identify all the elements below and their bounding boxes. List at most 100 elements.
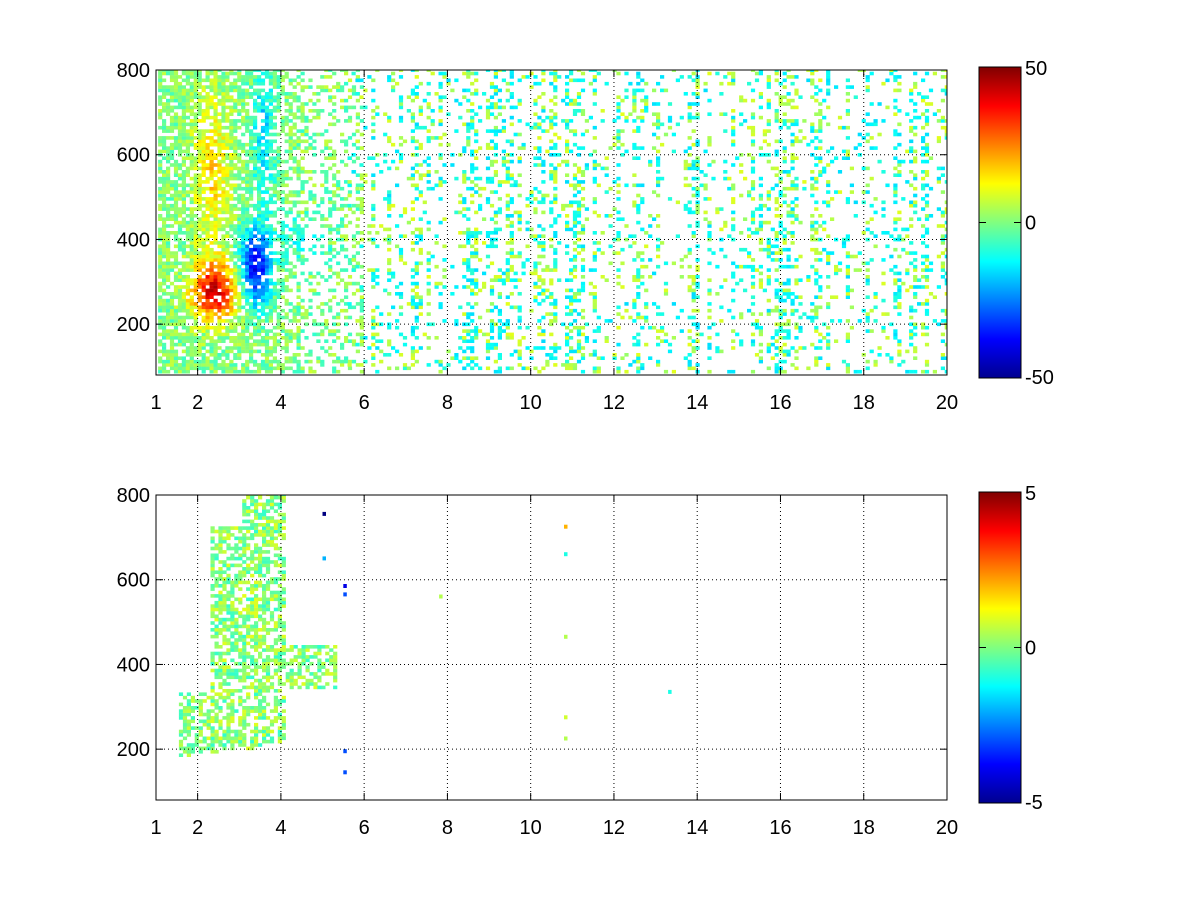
heat-cell — [628, 81, 633, 86]
heat-cell — [324, 156, 329, 160]
heat-cell — [276, 207, 281, 211]
heat-cell — [241, 203, 246, 208]
heat-cell — [794, 156, 799, 160]
heat-cell — [197, 251, 202, 255]
heat-cell — [774, 200, 779, 205]
heat-cell — [221, 366, 226, 371]
heat-cell — [782, 170, 787, 174]
heat-cell — [766, 129, 771, 133]
heat-cell — [185, 129, 190, 133]
heat-cell — [257, 136, 262, 140]
heat-cell — [249, 332, 254, 337]
heat-cell — [229, 136, 234, 140]
heat-cell — [300, 156, 305, 160]
heat-cell — [185, 254, 190, 259]
heat-cell — [276, 288, 281, 293]
heat-cell — [276, 85, 281, 89]
heat-cell — [671, 149, 676, 154]
heat-cell — [584, 166, 589, 171]
heat-cell — [276, 170, 281, 174]
heat-cell — [328, 98, 333, 103]
heat-cell — [656, 237, 661, 242]
heat-cell — [474, 241, 479, 245]
heat-cell — [616, 197, 621, 201]
heat-cell — [332, 203, 337, 208]
heat-cell — [173, 163, 179, 167]
heat-cell — [173, 95, 179, 99]
heat-cell — [470, 292, 475, 296]
heat-cell — [217, 149, 222, 154]
heat-cell — [260, 217, 266, 221]
heat-cell — [691, 129, 696, 133]
heat-cell — [189, 129, 194, 133]
heat-cell — [292, 98, 297, 103]
heat-cell — [462, 170, 467, 174]
heat-cell — [683, 207, 688, 211]
heat-cell — [398, 305, 404, 310]
heat-cell — [181, 70, 186, 72]
heat-cell — [640, 363, 645, 367]
heat-cell — [355, 241, 360, 245]
heat-cell — [197, 159, 202, 164]
heat-cell — [193, 122, 198, 127]
heat-cell — [166, 180, 171, 184]
heat-cell — [173, 139, 179, 144]
heat-cell — [264, 339, 270, 343]
heat-cell — [572, 109, 578, 113]
heat-cell — [660, 75, 665, 79]
heat-cell — [241, 105, 246, 110]
heat-cell — [209, 359, 214, 364]
heat-cell — [229, 159, 234, 164]
heat-cell — [169, 359, 175, 364]
heat-cell — [735, 281, 740, 286]
heat-cell — [750, 268, 756, 272]
heat-cell — [572, 268, 578, 272]
heat-cell — [292, 359, 297, 364]
heat-cell — [264, 254, 270, 259]
heat-cell — [264, 146, 270, 150]
heat-cell — [691, 142, 696, 147]
heat-cell — [454, 78, 459, 83]
heat-cell — [268, 197, 273, 201]
heat-cell — [181, 71, 186, 76]
heat-cell — [387, 75, 392, 79]
heat-cell — [727, 71, 732, 76]
heat-cell — [482, 217, 487, 221]
heat-cell — [201, 264, 206, 269]
heat-cell — [229, 227, 234, 232]
heat-cell — [213, 312, 218, 316]
heat-cell — [209, 139, 214, 144]
heat-cell — [241, 170, 246, 174]
heat-cell — [241, 261, 246, 266]
heat-cell — [213, 95, 218, 99]
heat-cell — [197, 81, 202, 86]
heat-cell — [177, 342, 183, 347]
heat-cell — [576, 92, 582, 96]
heat-cell — [245, 329, 250, 333]
heat-cell — [237, 214, 242, 218]
heat-cell — [747, 251, 752, 255]
heat-cell — [332, 288, 337, 293]
heat-cell — [545, 149, 550, 154]
heat-cell — [569, 298, 574, 303]
heat-cell — [197, 105, 202, 110]
heat-cell — [458, 115, 463, 120]
heat-cell — [592, 366, 597, 371]
heat-cell — [324, 88, 329, 93]
heat-cell — [731, 183, 736, 188]
heat-cell — [414, 271, 419, 276]
heat-cell — [229, 183, 234, 188]
heat-cell — [351, 153, 356, 157]
heat-cell — [169, 319, 175, 323]
heat-cell — [398, 95, 404, 99]
heat-cell — [731, 132, 736, 137]
heat-cell — [438, 136, 443, 140]
heat-cell — [213, 281, 218, 286]
heat-cell — [454, 176, 459, 181]
heat-cell — [600, 231, 605, 235]
heat-cell — [533, 163, 538, 167]
heat-cell — [162, 129, 167, 133]
heat-cell — [533, 366, 538, 371]
heat-cell — [173, 261, 179, 266]
heat-cell — [493, 85, 498, 89]
